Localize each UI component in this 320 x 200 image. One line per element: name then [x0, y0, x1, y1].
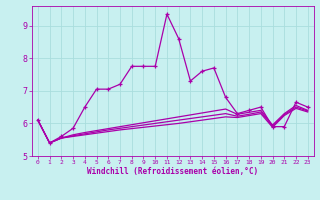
X-axis label: Windchill (Refroidissement éolien,°C): Windchill (Refroidissement éolien,°C) — [87, 167, 258, 176]
